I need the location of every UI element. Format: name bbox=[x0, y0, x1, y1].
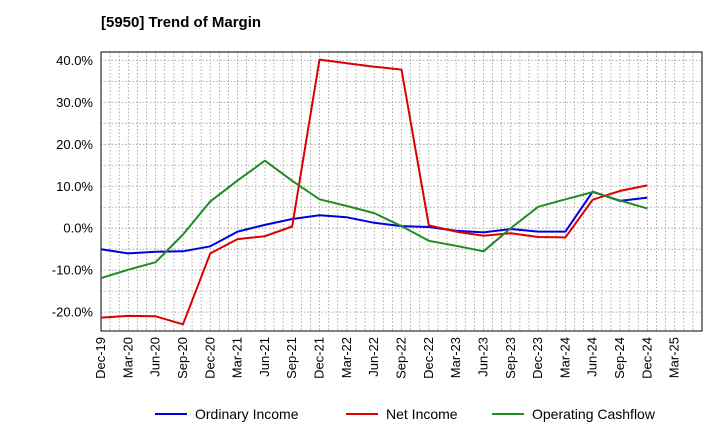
y-tick-label: 20.0% bbox=[56, 137, 93, 152]
x-tick-label: Mar-20 bbox=[120, 337, 135, 378]
x-tick-label: Mar-21 bbox=[230, 337, 245, 378]
x-tick-label: Mar-23 bbox=[448, 337, 463, 378]
y-tick-label: -10.0% bbox=[52, 263, 94, 278]
series-layer bbox=[100, 58, 648, 326]
y-tick-label: -20.0% bbox=[52, 305, 94, 320]
x-tick-label: Dec-21 bbox=[312, 337, 327, 379]
x-tick-label: Jun-22 bbox=[366, 337, 381, 377]
x-tick-label: Mar-25 bbox=[667, 337, 682, 378]
grid-layer bbox=[101, 52, 702, 331]
x-tick-label: Sep-22 bbox=[394, 337, 409, 379]
series-line-operating-cashflow bbox=[100, 159, 648, 280]
plot-frame bbox=[100, 51, 703, 332]
y-tick-label: 10.0% bbox=[56, 179, 93, 194]
x-tick-label: Jun-20 bbox=[148, 337, 163, 377]
x-tick-label: Sep-24 bbox=[612, 337, 627, 379]
x-tick-label: Dec-19 bbox=[93, 337, 108, 379]
x-tick-label: Sep-23 bbox=[503, 337, 518, 379]
x-tick-label: Dec-23 bbox=[530, 337, 545, 379]
y-axis-ticks: -20.0% -10.0% 0.0% 10.0% 20.0% 30.0% 40.0% bbox=[52, 53, 94, 320]
x-tick-label: Sep-21 bbox=[284, 337, 299, 379]
x-tick-label: Dec-24 bbox=[639, 337, 654, 379]
legend-label: Ordinary Income bbox=[195, 406, 299, 422]
y-tick-label: 30.0% bbox=[56, 95, 93, 110]
x-tick-label: Dec-22 bbox=[421, 337, 436, 379]
x-tick-label: Mar-24 bbox=[557, 337, 572, 378]
x-tick-label: Sep-20 bbox=[175, 337, 190, 379]
chart-title: [5950] Trend of Margin bbox=[101, 14, 262, 31]
series-line-ordinary-income bbox=[100, 190, 648, 255]
y-tick-label: 0.0% bbox=[63, 221, 93, 236]
x-tick-label: Mar-22 bbox=[339, 337, 354, 378]
x-tick-label: Jun-23 bbox=[475, 337, 490, 377]
legend-label: Net Income bbox=[386, 406, 458, 422]
x-axis-ticks: Dec-19 Mar-20 Jun-20 Sep-20 Dec-20 Mar-21 Jun-… bbox=[93, 337, 682, 379]
x-tick-label: Jun-24 bbox=[585, 337, 600, 377]
x-tick-label: Dec-20 bbox=[202, 337, 217, 379]
series-line-net-income bbox=[100, 58, 648, 326]
legend: Ordinary Income Net Income Operating Cashf… bbox=[155, 406, 656, 422]
x-tick-label: Jun-21 bbox=[257, 337, 272, 377]
legend-label: Operating Cashflow bbox=[532, 406, 656, 422]
y-tick-label: 40.0% bbox=[56, 53, 93, 68]
